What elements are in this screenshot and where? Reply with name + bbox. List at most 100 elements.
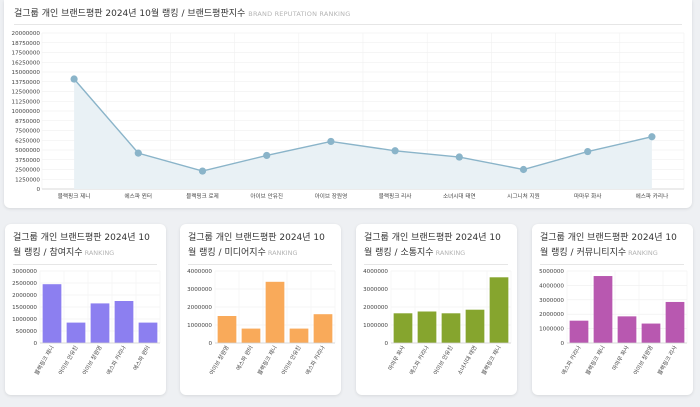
communication-bar-chart: 0 1000000 2000000 3000000 4000000 마마무 화사 에스파 카…: [363, 269, 512, 376]
x-tick-label-4: 에스파 카리나: [303, 344, 326, 376]
bar-2: [265, 281, 285, 343]
x-tick-label-3: 에스파 카리나: [104, 344, 127, 376]
y-tick-label-4: 4000000: [539, 283, 564, 289]
participation-title-text: 걸그룹 개인 브랜드평판 2024년 10월 랭킹 / 참여지수: [13, 233, 150, 258]
x-tick-label-1: 에스파 윈터: [234, 344, 255, 372]
series-line: [73, 78, 653, 172]
y-tick-label-0: 0: [33, 341, 37, 347]
x-tick-label-2: 아이브 안유진: [431, 344, 454, 376]
bar-4: [665, 301, 685, 343]
y-tick-label-4: 4000000: [187, 269, 212, 275]
bar-4: [138, 322, 158, 343]
x-tick-label-7: 시그니처 지원: [507, 192, 540, 200]
x-tick-label-0: 마마무 화사: [386, 344, 407, 372]
x-tick-label-9: 에스파 카리나: [636, 192, 669, 200]
y-tick-label-0: 0: [208, 341, 212, 347]
main-title-text: 걸그룹 개인 브랜드평판 2024년 10월 랭킹 / 브랜드평판지수: [14, 9, 246, 19]
bar-1: [66, 322, 86, 343]
x-tick-label-4: 아이브 장원영: [315, 192, 348, 200]
x-tick-label-0: 에스파 카리나: [559, 344, 582, 376]
community-title-subtitle: RANKING: [628, 249, 658, 257]
participation-title-subtitle: RANKING: [84, 249, 115, 257]
x-tick-label-5: 블랙핑크 리사: [379, 192, 412, 200]
y-tick-label-4: 4000000: [363, 269, 388, 275]
media-chart-title: 걸그룹 개인 브랜드평판 2024년 10월 랭킹 / 미디어지수 RANKING: [188, 231, 332, 265]
bar-2: [441, 313, 461, 343]
y-tick-label-13: 16250000: [12, 60, 41, 66]
series-area-fill: [74, 79, 652, 189]
y-tick-label-7: 8750000: [15, 119, 40, 125]
y-tick-label-3: 3750000: [15, 158, 40, 164]
community-title-text: 걸그룹 개인 브랜드평판 2024년 10월 랭킹 / 커뮤니티지수: [540, 233, 677, 258]
data-point-0: [70, 75, 78, 83]
main-title-subtitle: BRAND REPUTATION RANKING: [248, 10, 351, 18]
y-tick-label-0: 0: [384, 341, 388, 347]
data-point-8: [584, 147, 592, 156]
data-point-9: [648, 133, 656, 141]
bar-1: [417, 311, 437, 343]
x-tick-label-3: 아이브 안유진: [250, 192, 283, 200]
y-tick-label-5: 2500000: [12, 281, 37, 287]
y-tick-label-4: 2000000: [12, 293, 37, 299]
x-tick-label-3: 소녀시대 태연: [455, 344, 478, 376]
y-tick-label-2: 2000000: [539, 312, 564, 318]
bar-0: [217, 316, 237, 343]
x-tick-label-1: 블랙핑크 제니: [583, 344, 606, 376]
bar-3: [114, 301, 134, 343]
bar-2: [90, 303, 110, 343]
media-title-text: 걸그룹 개인 브랜드평판 2024년 10월 랭킹 / 미디어지수: [188, 233, 325, 258]
data-point-5: [391, 147, 399, 155]
y-tick-label-3: 3000000: [187, 287, 212, 293]
x-tick-label-1: 에스파 윈터: [125, 192, 153, 200]
y-tick-label-15: 18750000: [12, 41, 41, 47]
participation-chart-title: 걸그룹 개인 브랜드평판 2024년 10월 랭킹 / 참여지수 RANKING: [13, 231, 157, 265]
communication-title-subtitle: RANKING: [435, 249, 466, 257]
y-tick-label-6: 7500000: [15, 129, 40, 135]
y-tick-label-2: 2000000: [363, 305, 388, 311]
x-tick-label-8: 마마무 화사: [574, 192, 602, 200]
y-tick-label-5: 6250000: [15, 138, 40, 144]
bar-3: [289, 328, 309, 343]
y-tick-label-14: 17500000: [12, 51, 41, 57]
y-tick-label-1: 500000: [16, 329, 38, 335]
participation-index-card: 걸그룹 개인 브랜드평판 2024년 10월 랭킹 / 참여지수 RANKING …: [5, 224, 166, 395]
x-tick-label-1: 에스파 카리나: [407, 344, 430, 376]
media-title-subtitle: RANKING: [267, 249, 298, 257]
data-point-4: [327, 137, 335, 146]
bar-3: [465, 309, 485, 343]
data-point-1: [134, 149, 142, 157]
bar-0: [393, 313, 413, 343]
y-tick-label-1: 1000000: [187, 323, 212, 329]
y-tick-label-12: 15000000: [12, 70, 41, 76]
y-tick-label-5: 5000000: [539, 269, 564, 275]
x-tick-label-3: 아이브 장원영: [631, 344, 654, 376]
participation-bar-chart: 0 500000 1000000 1500000 2000000 2500000 30000…: [12, 269, 161, 376]
communication-index-card: 걸그룹 개인 브랜드평판 2024년 10월 랭킹 / 소통지수 RANKING …: [356, 224, 517, 395]
data-point-6: [455, 153, 463, 161]
bar-4: [313, 314, 333, 343]
community-chart-title: 걸그룹 개인 브랜드평판 2024년 10월 랭킹 / 커뮤니티지수 RANKIN…: [540, 231, 684, 265]
x-tick-label-6: 소녀시대 태연: [443, 192, 476, 200]
bar-1: [593, 276, 613, 343]
y-tick-label-1: 1250000: [15, 177, 40, 183]
y-tick-label-16: 20000000: [12, 31, 41, 37]
bar-1: [241, 328, 261, 343]
y-tick-label-8: 10000000: [12, 109, 41, 115]
brand-reputation-line-chart: 0 1250000 2500000 3750000 5000000 6250000 7500…: [12, 31, 685, 200]
brand-reputation-card: 걸그룹 개인 브랜드평판 2024년 10월 랭킹 / 브랜드평판지수 BRAND…: [4, 0, 692, 208]
x-tick-label-4: 블랙핑크 제니: [479, 344, 502, 376]
y-tick-label-4: 5000000: [15, 148, 40, 154]
y-tick-label-3: 3000000: [539, 298, 564, 304]
x-tick-label-0: 블랙핑크 제니: [58, 192, 91, 200]
x-tick-label-2: 마마무 화사: [610, 344, 631, 372]
data-point-2: [198, 167, 207, 175]
y-tick-label-2: 2000000: [187, 305, 212, 311]
x-tick-label-2: 블랙핑크 제니: [255, 344, 278, 376]
y-tick-label-3: 3000000: [363, 287, 388, 293]
y-tick-label-9: 11250000: [12, 99, 41, 105]
x-tick-label-2: 아이브 장원영: [80, 344, 103, 376]
y-tick-label-11: 13750000: [12, 80, 41, 86]
bar-2: [617, 316, 637, 343]
community-bar-chart: 0 1000000 2000000 3000000 4000000 5000000 에스파 …: [539, 269, 688, 376]
